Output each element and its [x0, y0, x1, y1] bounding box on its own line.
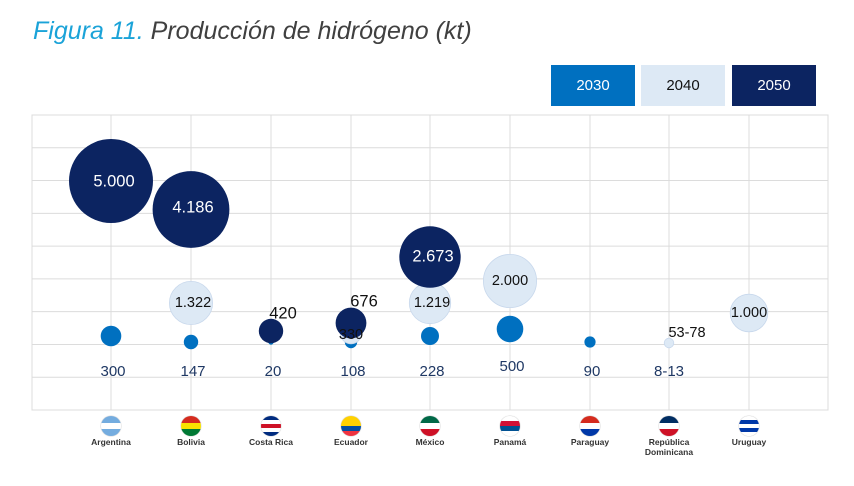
- country-label-panama: Panamá: [493, 437, 527, 447]
- flag-ecuador-icon: [341, 416, 361, 436]
- label-2040-bolivia: 1.322: [175, 295, 211, 311]
- country-label-ecuador: Ecuador: [333, 437, 368, 447]
- label-2040-mexico: 1.219: [414, 295, 450, 311]
- flag-costa-rica-icon: [261, 416, 281, 436]
- label-2030-mexico: 228: [419, 363, 444, 380]
- flag-mexico-icon: [420, 416, 440, 436]
- label-2050-costa-rica: 420: [269, 304, 297, 322]
- label-2030-costa-rica: 20: [265, 363, 282, 380]
- legend-2030: 2030: [551, 65, 635, 106]
- bubble-2050-ecuador: [335, 307, 367, 339]
- bubble-2030-mexico: [421, 327, 439, 345]
- label-2030-argentina: 300: [100, 363, 125, 380]
- flag-uruguay-icon: [739, 416, 759, 436]
- figure-number: Figura 11.: [33, 17, 144, 45]
- country-label-mexico: México: [415, 437, 445, 447]
- bubble-2030-panama: [496, 315, 524, 343]
- label-2030-republica-dominicana: 8-13: [654, 363, 684, 380]
- figure-title: Producción de hidrógeno (kt): [150, 17, 472, 45]
- bubble-2050-argentina: [69, 139, 153, 223]
- bubble-2030-bolivia: [183, 334, 199, 350]
- flag-argentina-icon: [101, 416, 121, 436]
- bubble-2050-bolivia: [152, 171, 230, 248]
- label-2030-panama: 500: [499, 358, 524, 375]
- flag-bolivia-icon: [181, 416, 201, 436]
- chart-title: Figura 11. Producción de hidrógeno (kt): [33, 17, 472, 46]
- label-2030-paraguay: 90: [584, 363, 601, 380]
- country-label-paraguay: Paraguay: [570, 437, 610, 447]
- label-2050-ecuador: 676: [350, 292, 378, 310]
- label-2030-bolivia: 147: [180, 363, 205, 380]
- bubble-2040-republica-dominicana: [663, 337, 675, 349]
- country-label-republica-dominicana: República Dominicana: [644, 437, 694, 457]
- label-2040-ecuador: 330: [339, 327, 363, 343]
- bubble-2040-panama: [482, 253, 537, 308]
- legend-2050: 2050: [732, 65, 816, 106]
- flag-panama-icon: [500, 416, 520, 436]
- country-label-bolivia: Bolivia: [177, 437, 205, 447]
- flag-paraguay-icon: [580, 416, 600, 436]
- flag-republica-dominicana-icon: [659, 416, 679, 436]
- legend-2040: 2040: [641, 65, 725, 106]
- bubble-2040-uruguay: [729, 293, 769, 333]
- label-2040-uruguay: 1.000: [731, 305, 767, 321]
- bubble-2040-bolivia: [168, 280, 213, 325]
- country-label-uruguay: Uruguay: [731, 437, 767, 447]
- label-2050-mexico: 2.673: [412, 247, 453, 265]
- label-2050-bolivia: 4.186: [172, 198, 213, 216]
- bubble-2030-argentina: [100, 325, 122, 347]
- label-2040-panama: 2.000: [492, 273, 528, 289]
- label-2050-argentina: 5.000: [93, 172, 134, 190]
- label-2030-ecuador: 108: [340, 363, 365, 380]
- country-label-argentina: Argentina: [91, 437, 131, 447]
- label-2040-republica-dominicana: 53-78: [668, 325, 705, 341]
- bubble-2050-mexico: [399, 226, 461, 288]
- bubble-2030-paraguay: [584, 336, 596, 348]
- country-label-costa-rica: Costa Rica: [249, 437, 293, 447]
- bubble-2050-costa-rica: [258, 318, 284, 344]
